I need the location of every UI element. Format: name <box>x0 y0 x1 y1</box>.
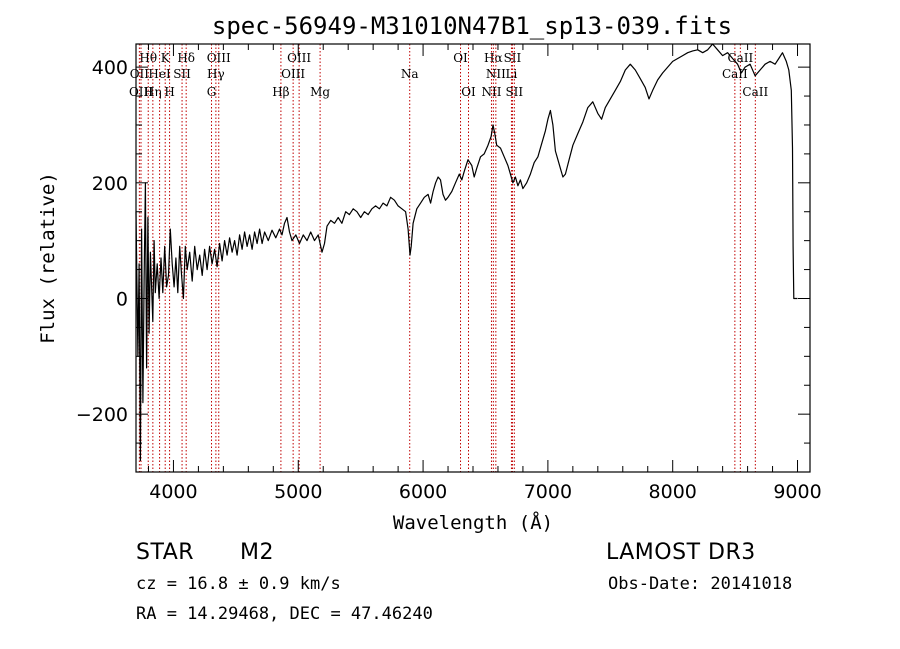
emission-line-label: SII <box>173 67 191 81</box>
emission-line-label: CaII <box>727 51 753 65</box>
y-tick-label: 0 <box>116 288 128 310</box>
y-tick-label: 400 <box>92 57 128 79</box>
emission-line-label: OI <box>453 51 468 65</box>
x-tick-label: 5000 <box>274 481 322 503</box>
observation-date: Obs-Date: 20141018 <box>608 574 793 594</box>
object-class: STAR <box>136 540 195 565</box>
x-tick-label: 9000 <box>773 481 821 503</box>
emission-line-label: OIII <box>129 85 153 99</box>
emission-line-label: Hθ <box>139 51 157 65</box>
emission-line-label: NII <box>481 85 501 99</box>
emission-line-label: K <box>161 51 171 65</box>
emission-line-label: CaII <box>742 85 768 99</box>
redshift-readout: cz = 16.8 ± 0.9 km/s <box>136 574 341 594</box>
emission-line-label: Na <box>401 67 419 81</box>
emission-line-label: Hη <box>144 85 162 99</box>
y-tick-label: −200 <box>76 404 128 426</box>
emission-line-label: SII <box>504 51 522 65</box>
plot-frame <box>135 43 811 473</box>
emission-line-label: HeI <box>148 67 171 81</box>
x-tick-label: 6000 <box>399 481 447 503</box>
x-tick-label: 4000 <box>149 481 197 503</box>
emission-line-label: Hα <box>484 51 503 65</box>
x-tick-label: 7000 <box>524 481 572 503</box>
emission-line-label: OIII <box>207 51 231 65</box>
emission-line-label: H <box>164 85 174 99</box>
emission-line-label: OIII <box>281 67 305 81</box>
axis-ticks: 4000 5000 6000 7000 8000 9000 −200 0 200 400 <box>76 44 822 503</box>
y-tick-label: 200 <box>92 173 128 195</box>
spectrum-line <box>135 43 798 461</box>
chart-title: spec-56949-M31010N47B1_sp13-039.fits <box>212 12 732 40</box>
emission-line-label: CaII <box>722 67 748 81</box>
spectrum-series <box>135 43 798 461</box>
emission-line-label: NII <box>486 67 506 81</box>
emission-line-label: G <box>207 85 217 99</box>
coordinates-readout: RA = 14.29468, DEC = 47.46240 <box>136 604 433 624</box>
emission-line-label: OII <box>130 67 150 81</box>
emission-line-label: OI <box>461 85 476 99</box>
emission-line-label: Hδ <box>177 51 195 65</box>
emission-line-label: Mg <box>310 85 330 99</box>
y-axis-label: Flux (relative) <box>37 172 59 344</box>
x-tick-label: 8000 <box>649 481 697 503</box>
object-subclass: M2 <box>240 540 274 565</box>
survey-name: LAMOST DR3 <box>606 540 756 565</box>
emission-line-label: SII <box>505 85 523 99</box>
emission-line-label: Hγ <box>207 67 225 81</box>
x-axis-label: Wavelength (Å) <box>393 511 553 534</box>
spectrum-chart: spec-56949-M31010N47B1_sp13-039.fits Hθ O… <box>37 12 822 534</box>
emission-line-label: Hβ <box>272 85 289 99</box>
emission-line-label: Li <box>506 67 518 81</box>
emission-line-label: OIII <box>287 51 311 65</box>
